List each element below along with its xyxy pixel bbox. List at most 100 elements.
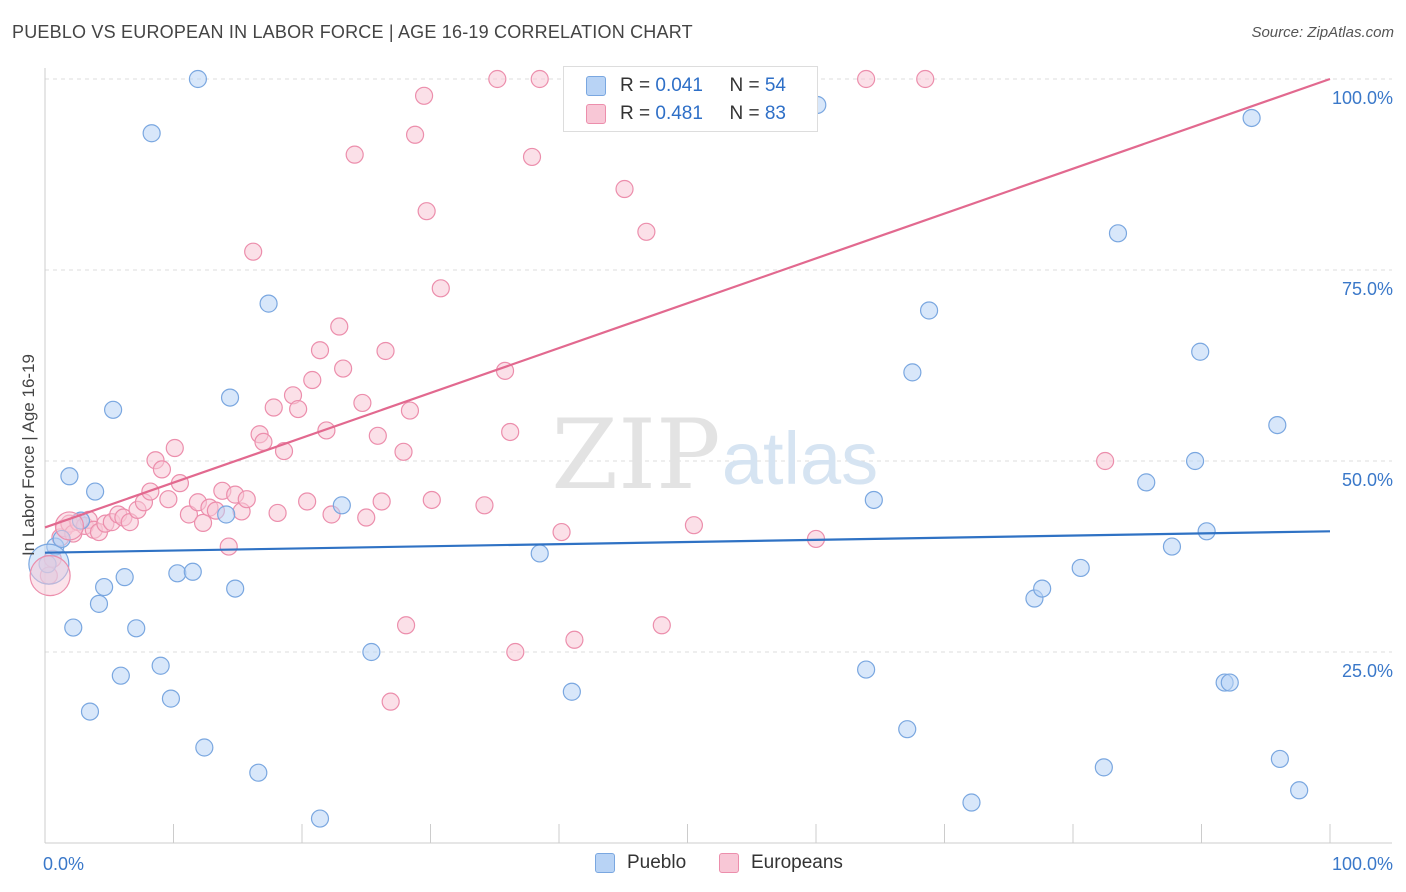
europeans-point xyxy=(414,86,434,105)
pueblo-point xyxy=(195,738,214,757)
pueblo-point xyxy=(1270,749,1289,769)
pueblo-point xyxy=(151,656,170,675)
y-tick-label: 25.0% xyxy=(1342,661,1393,681)
europeans-bubble xyxy=(54,511,85,541)
pueblo-n-value: 54 xyxy=(764,75,786,96)
pueblo-point xyxy=(161,689,181,708)
europeans-point xyxy=(289,399,308,419)
trend-layer xyxy=(44,77,1331,554)
europeans-n-label: N = xyxy=(729,103,765,124)
chart-title: PUEBLO VS EUROPEAN IN LABOR FORCE | AGE … xyxy=(12,22,693,42)
pueblo-point xyxy=(903,363,922,382)
pueblo-point xyxy=(111,666,130,685)
europeans-point xyxy=(310,341,330,360)
europeans-point xyxy=(376,341,395,361)
x-tick-label-max: 100.0% xyxy=(1332,854,1393,874)
europeans-point xyxy=(417,202,436,221)
europeans-point xyxy=(684,516,704,535)
pueblo-swatch xyxy=(586,76,606,96)
europeans-point xyxy=(345,145,364,164)
europeans-point xyxy=(431,279,450,298)
pueblo-point xyxy=(188,69,208,89)
pueblo-point xyxy=(60,467,79,486)
pueblo-point xyxy=(310,809,330,828)
pueblo-point xyxy=(898,720,917,739)
watermark: ZIP atlas xyxy=(551,399,878,511)
y-tick-label: 75.0% xyxy=(1342,279,1393,299)
europeans-point xyxy=(530,69,549,89)
europeans-point xyxy=(552,522,571,542)
europeans-point xyxy=(219,537,238,556)
pueblo-point xyxy=(562,682,581,701)
europeans-point xyxy=(488,69,507,89)
x-tick-label-min: 0.0% xyxy=(43,854,84,874)
europeans-point xyxy=(396,616,416,635)
pueblo-legend-label: Pueblo xyxy=(627,852,687,873)
pueblo-point xyxy=(1191,342,1210,361)
pueblo-point xyxy=(1071,558,1090,578)
europeans-point xyxy=(916,69,935,89)
pueblo-r-value: 0.041 xyxy=(655,75,703,96)
pueblo-point xyxy=(95,577,114,597)
europeans-bubble xyxy=(29,554,71,597)
y-tick-label: 50.0% xyxy=(1342,470,1393,490)
europeans-point xyxy=(372,492,391,511)
pueblo-point xyxy=(530,544,549,563)
europeans-point xyxy=(565,630,584,649)
europeans-point xyxy=(254,432,273,451)
correlation-legend: R = 0.041 N = 54 R = 0.481 N = 83 xyxy=(563,66,818,132)
pueblo-point xyxy=(80,702,100,721)
pueblo-point xyxy=(249,763,268,782)
europeans-point xyxy=(152,460,172,479)
source-label: Source: ZipAtlas.com xyxy=(1251,24,1394,41)
europeans-r-label: R = xyxy=(620,103,656,124)
pueblo-point xyxy=(168,564,187,583)
europeans-trend-line xyxy=(44,77,1331,529)
pueblo-point xyxy=(1220,673,1239,692)
watermark-zip: ZIP xyxy=(551,399,720,511)
pueblo-point xyxy=(259,294,278,313)
europeans-point xyxy=(244,242,263,261)
pueblo-point xyxy=(142,124,161,143)
pueblo-point xyxy=(1268,415,1287,435)
pueblo-n-label: N = xyxy=(729,75,765,96)
europeans-point xyxy=(615,179,634,199)
europeans-r-value: 0.481 xyxy=(655,103,703,124)
europeans-point xyxy=(303,370,322,390)
pueblo-point xyxy=(127,619,146,638)
pueblo-r-label: R = xyxy=(620,75,656,96)
pueblo-point xyxy=(183,562,202,581)
europeans-point xyxy=(268,503,287,523)
europeans-point xyxy=(522,147,542,167)
pueblo-point xyxy=(226,579,245,598)
europeans-point xyxy=(422,490,441,510)
europeans-point xyxy=(334,359,353,378)
europeans-point xyxy=(400,401,420,420)
pueblo-point xyxy=(217,505,236,524)
pueblo-point xyxy=(864,490,883,510)
points-layer xyxy=(28,69,1309,828)
pueblo-point xyxy=(962,793,981,812)
europeans-point xyxy=(405,125,425,144)
pueblo-point xyxy=(1033,579,1052,598)
y-axis-title: In Labor Force | Age 16-19 xyxy=(19,354,38,556)
axis-layer xyxy=(44,68,1392,844)
pueblo-point xyxy=(857,660,876,679)
europeans-point xyxy=(159,490,178,509)
europeans-point xyxy=(317,421,336,440)
europeans-point xyxy=(165,438,184,458)
pueblo-point xyxy=(1197,522,1216,541)
europeans-point xyxy=(264,398,283,417)
pueblo-point xyxy=(1108,224,1128,243)
y-tick-label: 100.0% xyxy=(1332,88,1393,108)
pueblo-point xyxy=(919,301,939,320)
pueblo-point xyxy=(1162,537,1182,556)
pueblo-point xyxy=(1242,108,1261,128)
europeans-point xyxy=(506,642,525,662)
europeans-point xyxy=(353,393,372,413)
europeans-point xyxy=(357,508,376,527)
europeans-point xyxy=(368,426,387,445)
europeans-n-value: 83 xyxy=(764,103,786,124)
pueblo-point xyxy=(220,388,240,407)
